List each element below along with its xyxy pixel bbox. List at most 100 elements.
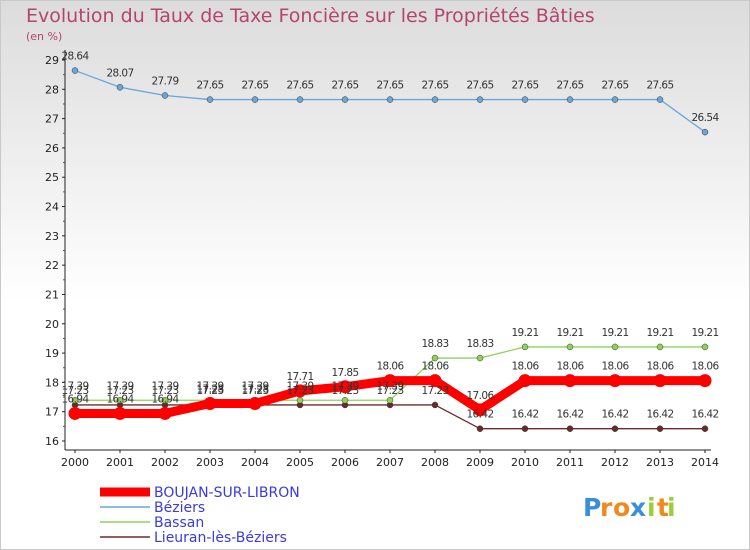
data-point	[701, 128, 709, 136]
data-label: 17.39	[196, 380, 223, 392]
data-label: 17.23	[421, 385, 448, 397]
data-label: 17.39	[286, 380, 313, 392]
data-point	[428, 374, 442, 388]
data-label: 16.42	[511, 409, 538, 421]
data-label: 19.21	[511, 327, 538, 339]
data-point	[341, 397, 349, 404]
data-label: 18.06	[691, 361, 719, 373]
x-tick-label: 2007	[376, 456, 404, 469]
x-tick-label: 2002	[151, 456, 179, 469]
data-point	[563, 374, 577, 388]
data-point	[161, 397, 169, 404]
data-label: 18.06	[511, 361, 539, 373]
data-point	[656, 425, 664, 432]
data-point	[248, 396, 262, 410]
legend-label: BOUJAN-SUR-LIBRON	[154, 485, 300, 501]
data-point	[158, 406, 172, 420]
data-label: 16.42	[556, 409, 583, 421]
data-point	[566, 425, 574, 432]
data-label: 17.06	[466, 390, 494, 402]
data-point	[656, 343, 664, 351]
x-tick-label: 2014	[691, 456, 719, 469]
data-point	[611, 96, 619, 103]
logo-letter: o	[613, 493, 630, 522]
data-label: 17.71	[286, 371, 313, 383]
data-point	[653, 374, 667, 388]
logo-letter: t	[657, 493, 669, 522]
data-label: 16.94	[151, 393, 179, 405]
y-tick-label: 18	[45, 376, 59, 389]
y-tick-label: 24	[45, 201, 59, 214]
data-point	[656, 96, 664, 103]
data-point	[473, 403, 487, 417]
data-label: 16.42	[466, 409, 493, 421]
y-tick-label: 29	[45, 54, 59, 67]
x-tick-label: 2010	[511, 456, 539, 469]
data-label: 19.21	[556, 327, 583, 339]
x-tick-label: 2011	[556, 456, 584, 469]
data-point	[611, 343, 619, 351]
data-label: 16.94	[106, 393, 134, 405]
data-label: 17.23	[61, 385, 88, 397]
x-tick-label: 2000	[61, 456, 89, 469]
data-label: 27.65	[421, 80, 448, 92]
data-label: 17.23	[376, 385, 403, 397]
data-point	[386, 397, 394, 404]
data-label: 19.21	[691, 327, 718, 339]
data-label: 17.39	[151, 380, 178, 392]
data-point	[608, 374, 622, 388]
data-label: 16.94	[61, 393, 89, 405]
data-point	[701, 425, 709, 432]
data-label: 28.64	[61, 51, 89, 63]
data-label: 27.65	[376, 80, 403, 92]
data-label: 18.83	[466, 338, 493, 350]
x-tick-label: 2003	[196, 456, 224, 469]
data-point	[476, 354, 484, 362]
data-label: 17.23	[106, 385, 133, 397]
series-points	[68, 67, 712, 432]
data-label: 27.65	[286, 80, 313, 92]
data-label: 17.85	[331, 367, 358, 379]
data-point	[611, 425, 619, 432]
data-point	[698, 374, 712, 388]
data-point	[68, 406, 82, 420]
x-tick-label: 2012	[601, 456, 629, 469]
data-point	[476, 425, 484, 432]
data-point	[116, 84, 124, 91]
logo-letter: r	[600, 493, 613, 522]
data-label: 17.39	[331, 380, 358, 392]
y-tick-label: 26	[45, 142, 59, 155]
x-tick-label: 2006	[331, 456, 359, 469]
data-point	[566, 343, 574, 351]
data-label: 18.06	[646, 361, 674, 373]
data-label: 17.23	[331, 385, 358, 397]
data-label: 27.65	[646, 80, 673, 92]
data-label: 17.23	[241, 385, 268, 397]
data-point	[521, 425, 529, 432]
chart-title: Evolution du Taux de Taxe Foncière sur l…	[26, 5, 595, 27]
data-point	[71, 397, 79, 404]
data-label: 17.39	[106, 380, 133, 392]
logo-letter: x	[630, 493, 646, 522]
data-point	[338, 380, 352, 394]
data-label: 17.28	[196, 383, 223, 395]
y-tick-label: 28	[45, 83, 59, 96]
data-label: 18.06	[376, 361, 404, 373]
data-point	[293, 384, 307, 398]
data-point	[431, 401, 439, 409]
data-label: 17.23	[196, 385, 223, 397]
data-point	[296, 96, 304, 103]
y-tick-label: 19	[45, 347, 59, 360]
x-tick-label: 2008	[421, 456, 449, 469]
y-tick-label: 16	[45, 435, 59, 448]
data-label: 27.65	[556, 80, 583, 92]
data-label: 28.07	[106, 67, 133, 79]
data-point	[203, 396, 217, 410]
data-labels: 17.23 17.23 17.23 17.23 17.23 17.23 17.23 17.23…	[61, 51, 720, 421]
data-point	[476, 96, 484, 103]
x-tick-label: 2013	[646, 456, 674, 469]
data-label: 26.54	[691, 112, 719, 124]
data-point	[431, 96, 439, 103]
